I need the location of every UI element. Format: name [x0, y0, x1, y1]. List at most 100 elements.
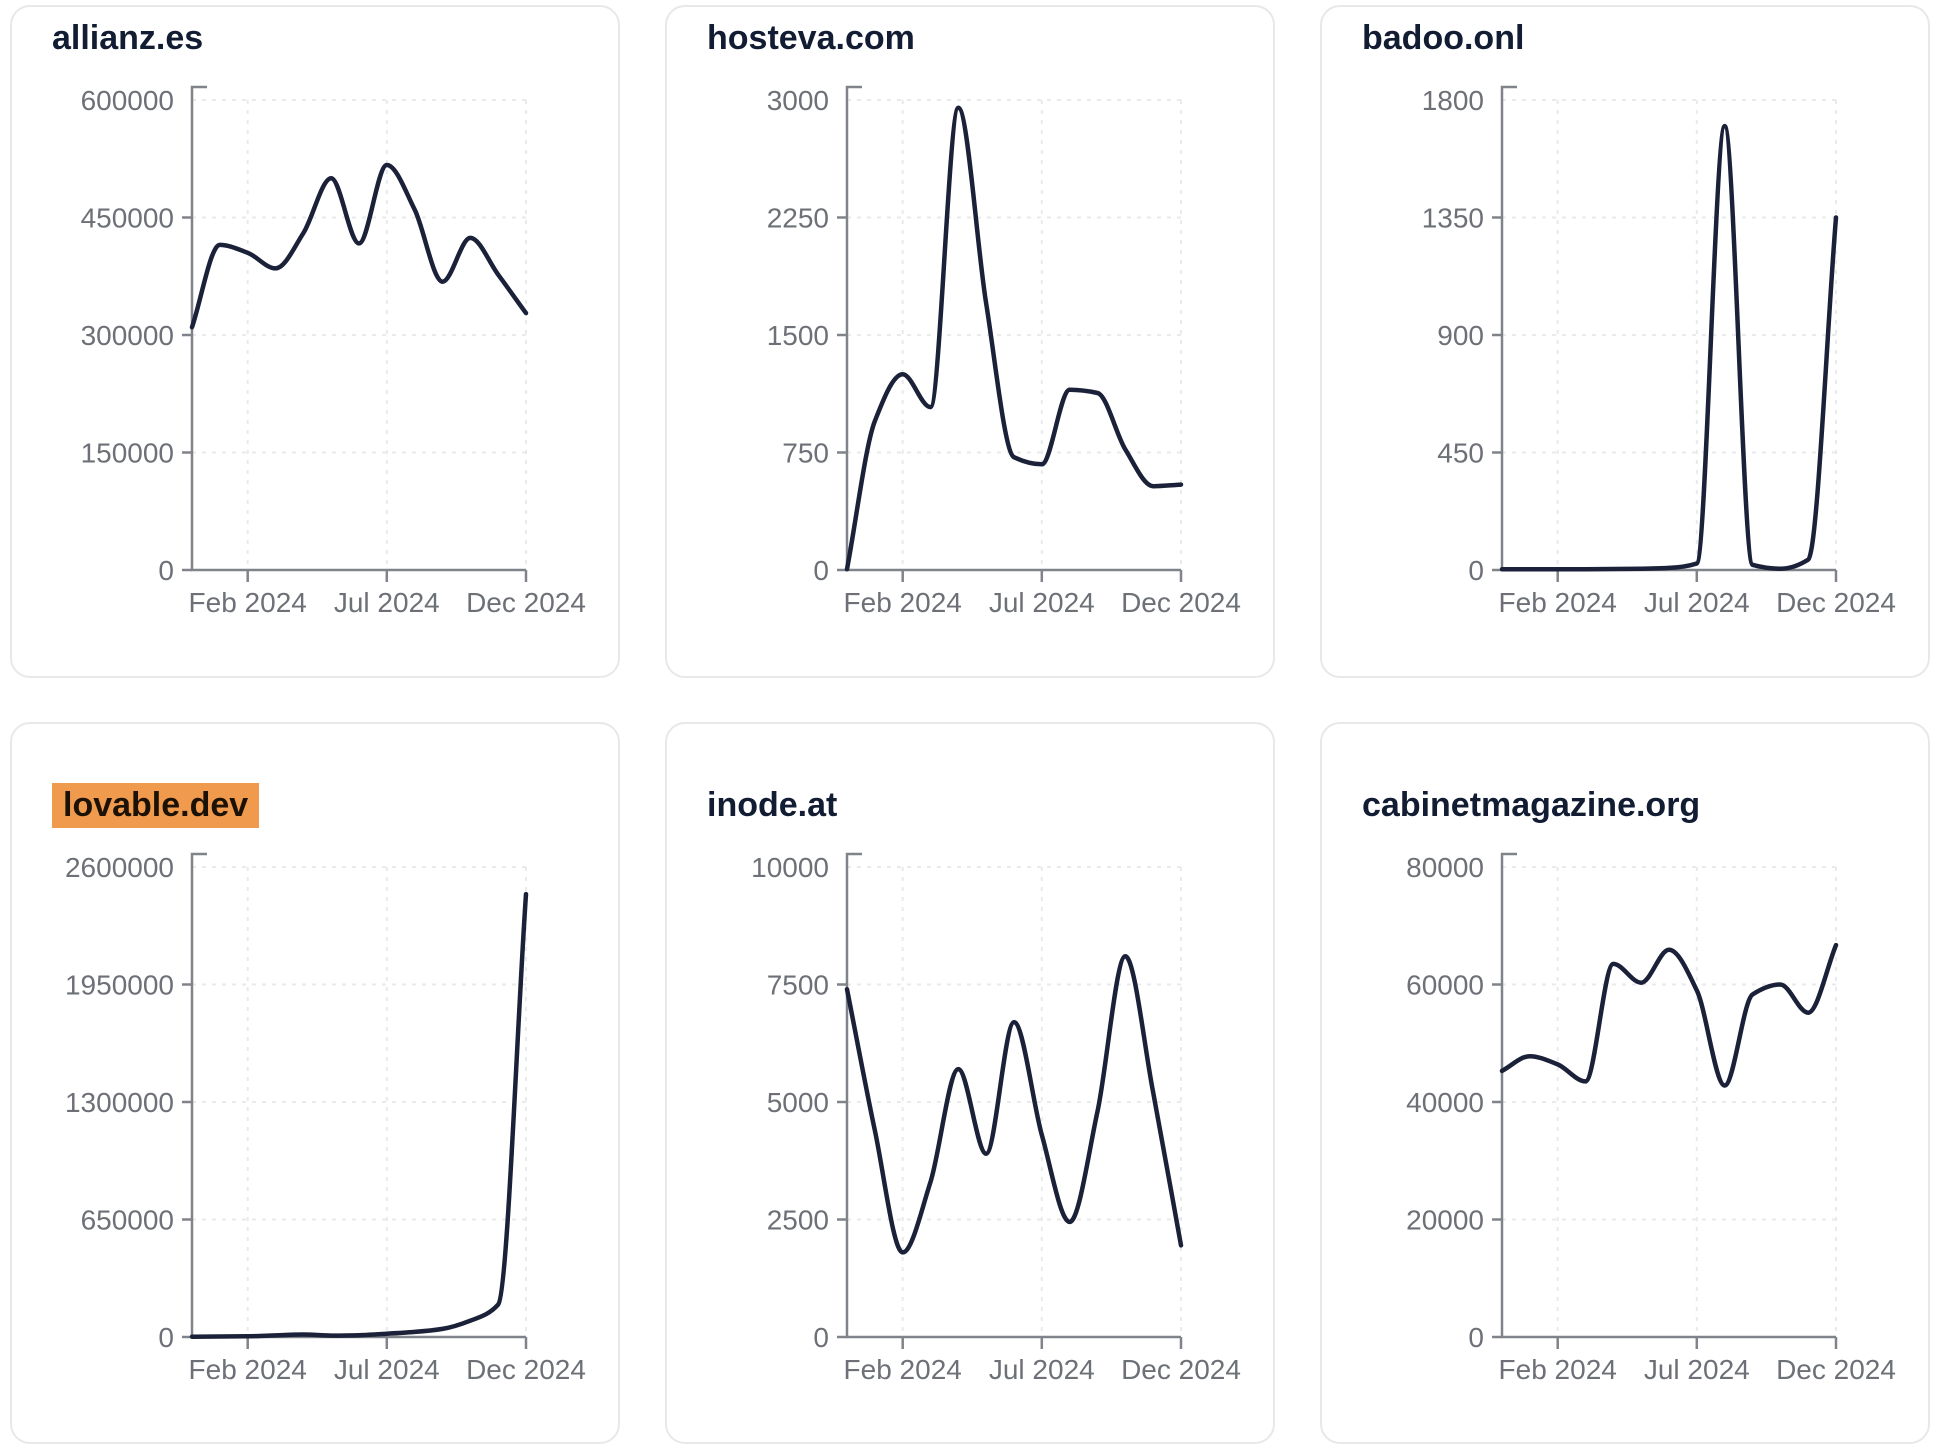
- series-line: [189, 162, 529, 330]
- axis-lines: [845, 85, 1181, 572]
- y-tick-label: 0: [1468, 555, 1484, 586]
- axes: [837, 852, 1183, 1350]
- x-tick-label: Jul 2024: [334, 1354, 440, 1385]
- card-cabinetmagazine-org[interactable]: cabinetmagazine.org 0 20000 40000 60000 8000…: [1320, 722, 1930, 1444]
- series-line: [844, 105, 1184, 572]
- x-tick-labels: Feb 2024 Jul 2024 Dec 2024: [1499, 1354, 1896, 1385]
- axis-lines: [1500, 85, 1836, 572]
- gridlines: [1502, 99, 1837, 571]
- series-line: [1499, 123, 1839, 572]
- y-tick-labels: 0 2500 5000 7500 10000: [751, 852, 829, 1353]
- y-tick-label: 60000: [1406, 970, 1484, 1001]
- card-lovable-dev[interactable]: lovable.dev 0 650000 1300000 1950000 2600000…: [10, 722, 620, 1444]
- traffic-chart: 0 20000 40000 60000 80000 Feb 2024 Jul 2024 Dec…: [1406, 852, 1896, 1385]
- y-tick-labels: 0 150000 300000 450000 600000: [81, 85, 174, 586]
- y-tick-label: 2600000: [65, 852, 174, 883]
- x-tick-label: Jul 2024: [1644, 587, 1750, 618]
- y-tick-label: 80000: [1406, 852, 1484, 883]
- x-tick-labels: Feb 2024 Jul 2024 Dec 2024: [844, 587, 1241, 618]
- x-tick-label: Feb 2024: [1499, 1354, 1617, 1385]
- x-tick-labels: Feb 2024 Jul 2024 Dec 2024: [189, 587, 586, 618]
- y-tick-label: 650000: [81, 1205, 174, 1236]
- traffic-chart: 0 450 900 1350 1800 Feb 2024 Jul 2024 Dec 2024: [1422, 85, 1896, 618]
- card-title-row: lovable.dev: [52, 783, 618, 828]
- y-tick-label: 0: [813, 555, 829, 586]
- axis-lines: [845, 852, 1181, 1339]
- domain-title: inode.at: [707, 786, 838, 824]
- traffic-chart: 0 650000 1300000 1950000 2600000 Feb 2024 Jul …: [65, 852, 586, 1385]
- card-title-row: cabinetmagazine.org: [1362, 786, 1928, 825]
- y-tick-label: 0: [813, 1322, 829, 1353]
- y-tick-label: 20000: [1406, 1205, 1484, 1236]
- y-tick-label: 2250: [767, 203, 829, 234]
- card-allianz-es[interactable]: allianz.es 0 150000 300000 450000 600000 Feb …: [10, 5, 620, 678]
- y-tick-label: 0: [158, 1322, 174, 1353]
- y-tick-label: 10000: [751, 852, 829, 883]
- card-badoo-onl[interactable]: badoo.onl 0 450 900 1350 1800 Feb 2024 Jul 202…: [1320, 5, 1930, 678]
- y-tick-label: 7500: [767, 970, 829, 1001]
- x-tick-label: Dec 2024: [466, 587, 586, 618]
- x-tick-labels: Feb 2024 Jul 2024 Dec 2024: [189, 1354, 586, 1385]
- y-tick-label: 1300000: [65, 1087, 174, 1118]
- y-tick-label: 5000: [767, 1087, 829, 1118]
- series-line: [189, 891, 529, 1340]
- y-tick-label: 1500: [767, 320, 829, 351]
- y-tick-label: 40000: [1406, 1087, 1484, 1118]
- y-tick-label: 750: [782, 438, 829, 469]
- y-tick-label: 600000: [81, 85, 174, 116]
- y-tick-labels: 0 750 1500 2250 3000: [767, 85, 829, 586]
- x-tick-label: Jul 2024: [989, 587, 1095, 618]
- x-tick-label: Jul 2024: [989, 1354, 1095, 1385]
- y-tick-label: 900: [1437, 320, 1484, 351]
- y-tick-label: 2500: [767, 1205, 829, 1236]
- x-tick-label: Feb 2024: [189, 1354, 307, 1385]
- series-line: [844, 954, 1184, 1255]
- y-tick-label: 1800: [1422, 85, 1484, 116]
- x-tick-label: Dec 2024: [1776, 587, 1896, 618]
- x-tick-label: Dec 2024: [1121, 1354, 1241, 1385]
- x-tick-label: Jul 2024: [1644, 1354, 1750, 1385]
- card-hosteva-com[interactable]: hosteva.com 0 750 1500 2250 3000 Feb 2024 Jul …: [665, 5, 1275, 678]
- y-tick-label: 300000: [81, 320, 174, 351]
- x-tick-labels: Feb 2024 Jul 2024 Dec 2024: [1499, 587, 1896, 618]
- domain-title: hosteva.com: [707, 19, 915, 57]
- y-tick-label: 3000: [767, 85, 829, 116]
- card-title-row: allianz.es: [52, 19, 618, 58]
- x-tick-labels: Feb 2024 Jul 2024 Dec 2024: [844, 1354, 1241, 1385]
- domain-title: cabinetmagazine.org: [1362, 786, 1701, 824]
- x-tick-label: Feb 2024: [1499, 587, 1617, 618]
- x-tick-label: Feb 2024: [844, 587, 962, 618]
- x-tick-label: Jul 2024: [334, 587, 440, 618]
- gridlines: [192, 99, 527, 571]
- gridlines: [847, 866, 1182, 1338]
- axis-lines: [190, 85, 526, 572]
- traffic-chart: 0 2500 5000 7500 10000 Feb 2024 Jul 2024 Dec 20…: [751, 852, 1241, 1385]
- x-tick-label: Dec 2024: [466, 1354, 586, 1385]
- y-tick-labels: 0 450 900 1350 1800: [1422, 85, 1484, 586]
- y-tick-label: 450000: [81, 203, 174, 234]
- y-tick-label: 0: [158, 555, 174, 586]
- x-tick-label: Dec 2024: [1776, 1354, 1896, 1385]
- x-tick-label: Dec 2024: [1121, 587, 1241, 618]
- axes: [1492, 852, 1838, 1350]
- gridlines: [1502, 866, 1837, 1338]
- domain-title: allianz.es: [52, 19, 204, 57]
- axis-lines: [1500, 852, 1836, 1339]
- gridlines: [847, 99, 1182, 571]
- y-tick-label: 450: [1437, 438, 1484, 469]
- x-tick-label: Feb 2024: [189, 587, 307, 618]
- y-tick-label: 0: [1468, 1322, 1484, 1353]
- traffic-chart: 0 150000 300000 450000 600000 Feb 2024 Jul 202…: [81, 85, 586, 618]
- domain-title: badoo.onl: [1362, 19, 1525, 57]
- y-tick-labels: 0 650000 1300000 1950000 2600000: [65, 852, 174, 1353]
- y-tick-label: 1950000: [65, 970, 174, 1001]
- card-inode-at[interactable]: inode.at 0 2500 5000 7500 10000 Feb 2024 Jul 2…: [665, 722, 1275, 1444]
- card-title-row: badoo.onl: [1362, 19, 1928, 58]
- axis-lines: [190, 852, 526, 1339]
- card-title-row: inode.at: [707, 786, 1273, 825]
- y-tick-label: 150000: [81, 438, 174, 469]
- y-tick-label: 1350: [1422, 203, 1484, 234]
- gridlines: [192, 866, 527, 1338]
- y-tick-labels: 0 20000 40000 60000 80000: [1406, 852, 1484, 1353]
